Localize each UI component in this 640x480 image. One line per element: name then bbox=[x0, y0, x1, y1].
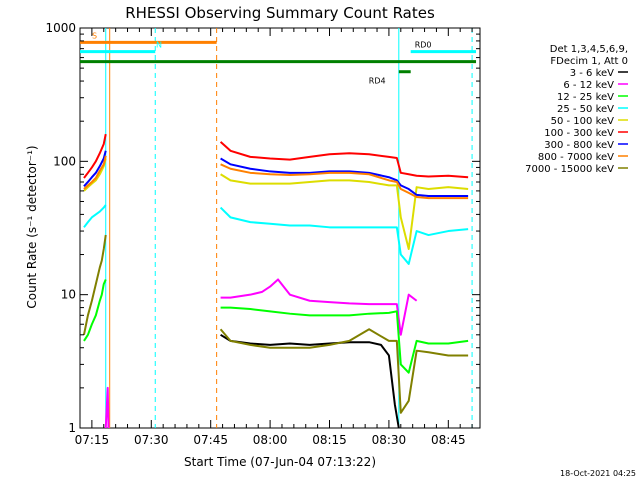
legend-header: FDecim 1, Att 0 bbox=[550, 56, 628, 67]
axes: 07:15 07:30 07:45 08:00 08:15 08:30 08:45 1 10 10… bbox=[45, 21, 480, 447]
y-tick-label: 1000 bbox=[45, 21, 76, 35]
x-tick-label: 08:15 bbox=[312, 433, 347, 447]
legend-label: 7000 - 15000 keV bbox=[525, 164, 614, 175]
legend: Det 1,3,4,5,6,9,FDecim 1, Att 03 - 6 keV… bbox=[525, 44, 628, 175]
series-line bbox=[219, 328, 469, 414]
series-line bbox=[220, 333, 400, 429]
legend-label: 6 - 12 keV bbox=[563, 80, 614, 91]
vertical-markers bbox=[105, 28, 473, 428]
data-series bbox=[82, 133, 469, 429]
legend-label: 25 - 50 keV bbox=[557, 104, 614, 115]
x-tick-label: 07:30 bbox=[134, 433, 169, 447]
status-bar-label: S bbox=[92, 31, 97, 40]
y-tick-label: 1 bbox=[68, 421, 76, 435]
y-tick-label: 100 bbox=[53, 154, 76, 168]
legend-label: 300 - 800 keV bbox=[544, 140, 614, 151]
series-line bbox=[220, 163, 469, 200]
chart-title: RHESSI Observing Summary Count Rates bbox=[125, 4, 435, 22]
plot-area bbox=[79, 27, 481, 429]
legend-label: 3 - 6 keV bbox=[570, 68, 614, 79]
series-line bbox=[104, 386, 110, 429]
generation-date: 18-Oct-2021 04:25 bbox=[560, 469, 636, 478]
y-axis-label: Count Rate (s⁻¹ detector⁻¹) bbox=[25, 145, 39, 308]
series-line bbox=[220, 278, 418, 336]
x-tick-label: 07:15 bbox=[75, 433, 110, 447]
series-line bbox=[83, 204, 107, 228]
series-line bbox=[82, 234, 107, 336]
series-line bbox=[83, 279, 107, 342]
legend-label: 100 - 300 keV bbox=[544, 128, 614, 139]
status-bars: S N RD4 RD0 bbox=[80, 31, 477, 86]
plot-frame bbox=[79, 27, 481, 429]
series-line bbox=[219, 206, 469, 265]
status-bar-label: N bbox=[156, 41, 162, 50]
x-tick-label: 08:30 bbox=[372, 433, 407, 447]
y-tick-label: 10 bbox=[61, 288, 76, 302]
status-bar-label: RD4 bbox=[369, 77, 386, 86]
series-line bbox=[83, 133, 107, 179]
x-tick-label: 07:45 bbox=[193, 433, 228, 447]
x-tick-label: 08:00 bbox=[253, 433, 288, 447]
series-line bbox=[220, 173, 469, 251]
legend-label: 800 - 7000 keV bbox=[538, 152, 614, 163]
series-line bbox=[83, 155, 107, 190]
legend-label: 12 - 25 keV bbox=[557, 92, 614, 103]
status-bar-label: RD0 bbox=[415, 41, 432, 50]
series-line bbox=[220, 306, 469, 374]
legend-header: Det 1,3,4,5,6,9, bbox=[550, 44, 628, 55]
series-line bbox=[219, 141, 469, 179]
x-tick-label: 08:45 bbox=[431, 433, 466, 447]
series-line bbox=[220, 157, 469, 197]
x-axis-label: Start Time (07-Jun-04 07:13:22) bbox=[184, 455, 376, 469]
series-line bbox=[83, 150, 107, 187]
legend-label: 50 - 100 keV bbox=[551, 116, 615, 127]
